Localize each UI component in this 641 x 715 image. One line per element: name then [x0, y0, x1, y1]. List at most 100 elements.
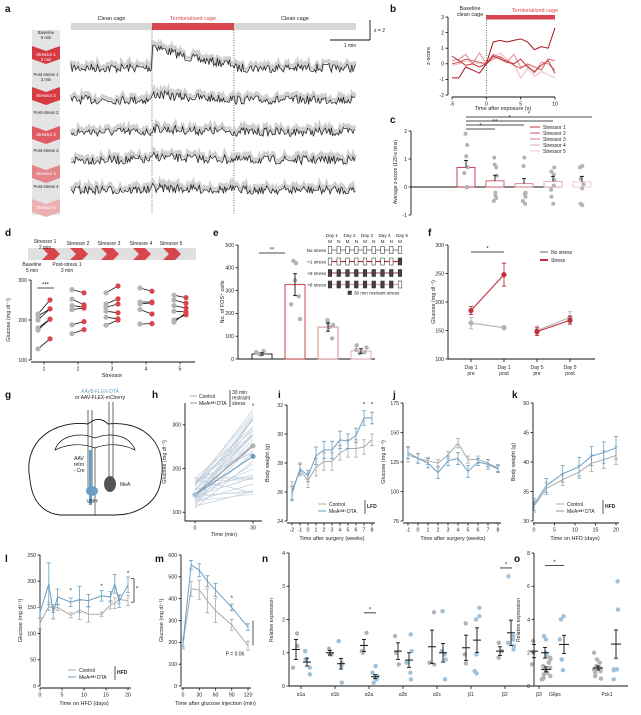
schedule-day-label: Day 5 [396, 233, 408, 238]
data-point [370, 670, 375, 675]
data-point [561, 613, 566, 619]
schedule-slot-box [327, 280, 333, 289]
legend-label: Control [567, 502, 583, 508]
post-point [149, 300, 155, 306]
panel-k-y-tick-label: 50 [523, 401, 529, 407]
pre-point [69, 296, 75, 302]
bar-stressor-2 [485, 180, 505, 188]
data-point [578, 165, 583, 170]
data-point [494, 196, 499, 201]
restraint-legend-label: 30 min restraint stress [354, 291, 400, 296]
panel-f-y-tick-label: 250 [435, 271, 444, 277]
panel-i-x-tick-label: 1 [315, 528, 318, 534]
data-point [580, 186, 585, 191]
panel-l-x-label: Time on HFD (days) [59, 701, 108, 707]
panel-i-y-tick-label: 24 [277, 519, 283, 525]
data-point [364, 630, 369, 635]
schedule-slot-box [336, 257, 341, 266]
data-point [544, 653, 550, 659]
stressor-arrow [42, 248, 60, 260]
pre-point [171, 319, 177, 325]
panel-h-significance: * [252, 404, 255, 410]
data-point [560, 668, 566, 673]
post-point [115, 296, 121, 302]
panel-i-x-tick-label: 8 [371, 528, 374, 534]
pre-point [171, 303, 177, 309]
data-point [307, 672, 313, 677]
panel-i-x-tick-label: 0 [307, 528, 310, 534]
post-point [81, 305, 87, 311]
stressor-arrow [133, 248, 151, 260]
data-point [463, 621, 468, 626]
panel-j-x-tick-label: 0 [417, 528, 420, 534]
schedule-slot-box [362, 246, 368, 254]
protocol-label: Stressor 4 [36, 171, 56, 176]
panel-m-x-tick-label: 30 [196, 693, 202, 699]
schedule-day-label: Day 2 [343, 233, 355, 238]
protocol-label: Baseline 5 min [22, 262, 41, 274]
panel-l-x-tick-label: 0 [39, 693, 42, 699]
panel-m-x-tick-label: 120 [244, 693, 253, 699]
pair-line [37, 299, 51, 315]
individual-line [194, 477, 254, 479]
individual-line [194, 419, 254, 491]
panel-i-x-tick-label: -1 [298, 528, 303, 534]
panel-m-x-tick-label: 60 [213, 693, 219, 699]
panel-l-y-tick-label: 200 [27, 579, 36, 585]
panel-o-y-tick-label: 2 [527, 651, 530, 657]
panel-b-x-tick-label: 10 [552, 102, 558, 108]
pair-line [37, 308, 51, 321]
data-point [330, 322, 336, 327]
panel-i-significance: * [363, 402, 366, 408]
panel-j-y-tick-label: 75 [393, 519, 399, 525]
schedule-slot-label: M [381, 239, 385, 244]
panel-e-y-label: No. of FOS⁺ cells [219, 280, 226, 323]
panel-k-x-tick-label: 15 [593, 528, 599, 534]
data-point [326, 646, 332, 651]
data-point [302, 648, 308, 654]
data-point [551, 201, 556, 206]
data-point [404, 660, 409, 665]
panel-j-x-tick-label: 8 [497, 528, 500, 534]
schedule-row-label: ×8 stress [307, 283, 326, 288]
data-point [464, 185, 469, 190]
individual-line [194, 413, 254, 483]
panel-c-significance-label: * [528, 112, 531, 118]
schedule-slot-box [345, 280, 350, 289]
panel-f-significance-label: * [486, 247, 489, 253]
panel-m-x-tick-label: 90 [229, 693, 235, 699]
mean-point [468, 307, 474, 314]
panel-e-y-tick-label: 500 [225, 243, 234, 249]
post-point [115, 301, 121, 307]
panel-e-y-tick-label: 200 [225, 311, 234, 317]
panel-label-n: n [262, 554, 268, 565]
panel-label-g: g [5, 390, 11, 401]
panel-k-y-tick-label: 30 [523, 519, 529, 525]
panel-h-y-tick-label: 300 [172, 423, 181, 429]
individual-line [194, 479, 254, 482]
panel-j-x-tick-label: 6 [477, 528, 480, 534]
data-point [354, 347, 359, 353]
schedule-slot-box [389, 280, 394, 289]
data-point [520, 199, 525, 203]
legend-label: MeAᵛᴹᴴ DTA [199, 401, 227, 407]
schedule-slot-box [371, 257, 376, 266]
mean-point [534, 329, 540, 335]
panel-o-x-tick-label: Pck1 [601, 692, 612, 698]
pre-point [103, 308, 109, 314]
neural-trace [70, 90, 356, 106]
panel-j-y-label: Glucose (mg dl⁻¹) [381, 440, 387, 484]
data-point [510, 637, 516, 642]
panel-label-k: k [512, 390, 518, 401]
data-point [541, 633, 547, 639]
schedule-slot-box [354, 257, 359, 266]
mean-point [250, 443, 256, 449]
pre-point [35, 313, 41, 319]
legend-label: Control [79, 668, 95, 674]
panel-e-y-tick-label: 0 [231, 357, 234, 363]
data-point [529, 662, 535, 667]
panel-b-y-tick-label: 0 [441, 62, 444, 68]
neural-trace [70, 182, 356, 196]
data-point [521, 164, 526, 168]
